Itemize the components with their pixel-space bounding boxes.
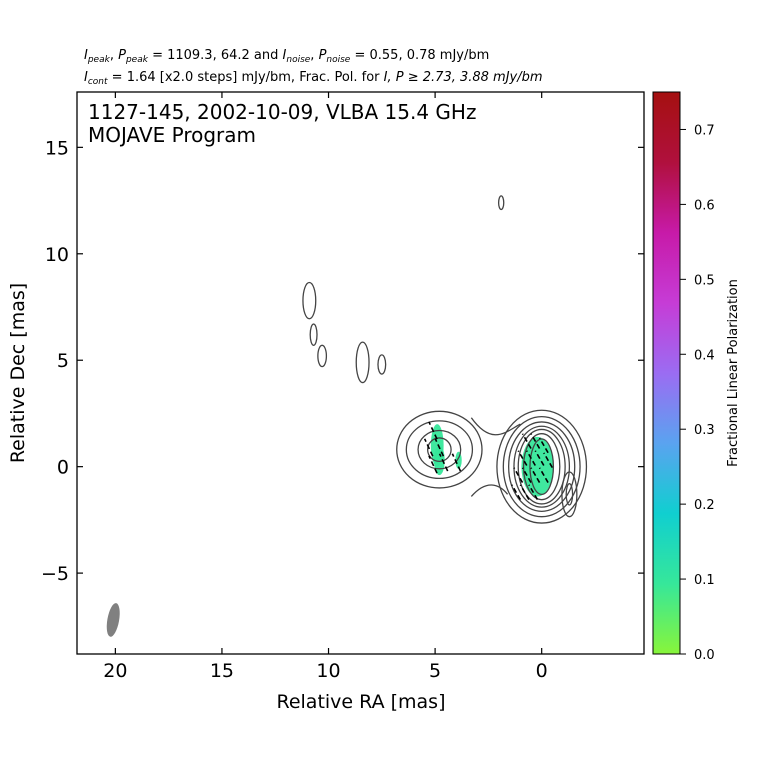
i-noise-subscript: noise [286,55,311,65]
contour-jet-knot [417,429,462,470]
evpa-tick [538,467,549,483]
evpa-tick [451,453,462,472]
colorbar-frame [652,91,681,655]
contour-core [502,415,581,518]
x-axis-ticks: 20 15 10 5 0 [103,92,548,682]
colorbar-tick-label: 0.5 [694,273,715,288]
y-tick-label: 0 [57,457,69,479]
contour-east-clump [355,341,370,384]
i-noise-symbol: I [282,48,287,63]
y-axis-ticks: −5 0 5 10 15 [41,137,644,585]
contour-east-spot [377,354,387,375]
x-tick-label: 10 [316,660,340,682]
evpa-tick [519,484,530,500]
colorbar-tick-label: 0.7 [694,123,715,138]
colorbar-tick-label: 0.1 [694,573,715,588]
evpa-tick [521,467,532,483]
x-tick-label: 15 [210,660,234,682]
contour-core [513,425,571,508]
contour-core [496,409,588,524]
y-tick-label: −5 [41,563,69,585]
contour-jet-knot [405,420,474,480]
evpa-tick [526,450,536,466]
evpa-tick [530,433,541,449]
colorbar-tick-label: 0.6 [694,198,715,213]
contour-north-blob-1 [302,281,317,320]
contour-levels-text: = 1.64 [x2.0 steps] mJy/bm, Frac. Pol. f… [111,70,380,85]
polarization-threshold-text: I, P ≥ 2.73, 3.88 mJy/bm [383,70,543,85]
p-noise-subscript: noise [326,55,351,65]
x-tick-label: 0 [536,660,548,682]
contour-core [517,428,566,505]
evpa-tick [534,450,545,466]
i-peak-subscript: peak [87,55,110,65]
i-cont-symbol: I [84,70,88,85]
plot-frame [76,91,645,655]
contour-west-spot [561,471,578,518]
x-tick-label: 5 [429,660,441,682]
chart-subtitle: MOJAVE Program [88,123,256,147]
contour-north-blob-2 [309,323,318,346]
contour-bridge-south [470,484,509,497]
evpa-tick [428,421,438,440]
y-tick-label: 5 [57,350,69,372]
p-noise-symbol: P [318,48,327,63]
colorbar-label: Fractional Linear Polarization [726,279,741,467]
restoring-beam [106,603,120,637]
evpa-tick [511,484,522,500]
colorbar-tick-label: 0.3 [694,423,715,438]
plot-area [106,195,588,637]
contour-layer [302,195,588,524]
noise-values: = 0.55, 0.78 mJy/bm [354,48,490,63]
contour-core [522,433,561,501]
header-line-2: Icont = 1.64 [x2.0 steps] mJy/bm, Frac. … [84,70,543,87]
x-axis-label: Relative RA [mas] [276,691,445,713]
peak-values: = 1109.3, 64.2 and [152,48,279,63]
evpa-tick [513,467,524,483]
evpa-tick [521,433,532,449]
contour-jet-knot [396,410,483,489]
i-peak-symbol: I [84,48,88,63]
contour-west-spot-inner [565,483,574,506]
chart-title: 1127-145, 2002-10-09, VLBA 15.4 GHz [88,100,476,124]
evpa-tick [543,452,554,469]
contour-top-spot [497,195,505,211]
y-axis-label: Relative Dec [mas] [7,283,29,463]
contour-jet-knot [426,437,452,462]
x-tick-label: 20 [103,660,127,682]
p-peak-subscript: peak [125,55,148,65]
colorbar-tick-label: 0.2 [694,498,715,513]
colorbar-tick-label: 0.0 [694,648,715,663]
beam-layer [106,603,120,637]
contour-core [507,421,576,513]
colorbar-tick-label: 0.4 [694,348,715,363]
contour-core [529,438,555,495]
colorbar-ticks: 0.0 0.1 0.2 0.3 0.4 0.5 0.6 0.7 [680,123,715,663]
header-line-1: Ipeak, Ppeak = 1109.3, 64.2 and Inoise, … [84,48,490,65]
p-peak-symbol: P [118,48,126,63]
polarization-patch [521,436,554,497]
evpa-tick [438,453,449,472]
evpa-tick [423,438,434,457]
evpa-tick [434,438,445,457]
y-tick-label: 10 [45,244,69,266]
evpa-tick [530,467,541,483]
contour-north-blob-3 [317,344,328,368]
evpa-tick-layer [423,421,554,500]
colorbar [653,92,680,654]
evpa-tick [428,455,438,474]
contour-bridge-north [470,417,521,436]
evpa-tick [528,484,539,500]
i-cont-subscript: cont [87,77,108,87]
evpa-tick [538,437,549,454]
y-tick-label: 15 [45,137,69,159]
evpa-tick [517,450,528,466]
